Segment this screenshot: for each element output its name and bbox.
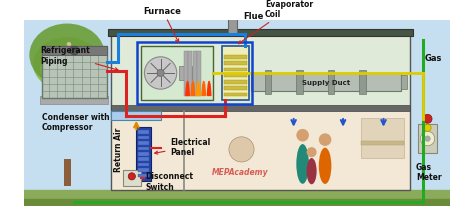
Polygon shape xyxy=(207,82,211,96)
Text: Supply Duct: Supply Duct xyxy=(302,80,351,85)
Ellipse shape xyxy=(40,49,94,89)
Bar xyxy=(138,158,149,161)
Polygon shape xyxy=(186,82,189,96)
Bar xyxy=(224,93,247,97)
Bar xyxy=(198,52,201,97)
Ellipse shape xyxy=(33,38,101,91)
Bar xyxy=(24,199,450,206)
Circle shape xyxy=(128,173,136,180)
Bar xyxy=(265,71,271,94)
Bar xyxy=(109,30,413,37)
Text: Electrical
Panel: Electrical Panel xyxy=(155,137,211,157)
Bar xyxy=(328,71,334,94)
Bar xyxy=(179,67,192,81)
Bar xyxy=(228,12,237,36)
Circle shape xyxy=(59,47,64,52)
Bar xyxy=(111,32,410,108)
Text: Gas: Gas xyxy=(425,54,442,63)
Bar xyxy=(224,87,247,91)
Bar xyxy=(64,159,71,186)
Bar xyxy=(193,52,197,97)
Bar xyxy=(224,62,247,66)
Text: MEPAcademy: MEPAcademy xyxy=(211,167,268,177)
Circle shape xyxy=(229,137,254,162)
Bar xyxy=(111,108,410,190)
Bar xyxy=(42,47,107,56)
Circle shape xyxy=(53,52,58,56)
Bar xyxy=(137,127,151,181)
Polygon shape xyxy=(191,82,195,96)
Bar xyxy=(138,147,149,151)
Text: Flue: Flue xyxy=(243,12,264,21)
Text: Gas
Meter: Gas Meter xyxy=(416,162,441,181)
Bar xyxy=(184,52,188,97)
Text: Disconnect
Switch: Disconnect Switch xyxy=(146,171,193,191)
Circle shape xyxy=(296,129,309,142)
Circle shape xyxy=(420,132,435,146)
Circle shape xyxy=(423,115,432,124)
Circle shape xyxy=(157,70,164,77)
Bar xyxy=(138,174,149,177)
Text: Return Air: Return Air xyxy=(114,127,123,171)
Bar xyxy=(296,71,302,94)
Ellipse shape xyxy=(29,25,105,87)
Bar xyxy=(224,68,247,72)
Text: Furnace: Furnace xyxy=(144,7,182,43)
Bar xyxy=(224,81,247,84)
Bar xyxy=(361,142,404,145)
Ellipse shape xyxy=(296,144,309,184)
Text: Refrigerant
Piping: Refrigerant Piping xyxy=(40,46,118,71)
Bar xyxy=(123,170,141,186)
Polygon shape xyxy=(202,82,206,96)
Bar xyxy=(361,118,404,159)
Bar xyxy=(141,47,213,101)
Bar xyxy=(137,43,252,104)
Bar xyxy=(138,152,149,156)
Circle shape xyxy=(319,134,331,146)
Bar xyxy=(401,75,407,90)
Bar xyxy=(189,52,192,97)
Bar xyxy=(251,74,401,91)
Bar xyxy=(111,111,161,120)
Circle shape xyxy=(76,56,80,61)
Circle shape xyxy=(71,50,76,54)
Circle shape xyxy=(70,47,79,56)
Bar xyxy=(138,142,149,145)
Bar xyxy=(42,47,107,99)
Circle shape xyxy=(307,147,317,157)
Ellipse shape xyxy=(307,158,317,184)
Bar xyxy=(359,71,365,94)
Bar xyxy=(138,131,149,135)
Circle shape xyxy=(145,57,177,90)
Bar xyxy=(222,47,249,101)
Bar xyxy=(138,169,149,172)
Text: Condenser with
Compressor: Condenser with Compressor xyxy=(42,112,109,131)
Text: Evaporator
Coil: Evaporator Coil xyxy=(238,0,313,44)
Bar xyxy=(40,97,109,104)
Bar xyxy=(111,106,410,111)
Bar xyxy=(224,10,241,15)
Bar xyxy=(418,125,438,153)
Circle shape xyxy=(424,125,431,132)
Bar xyxy=(24,190,450,206)
Polygon shape xyxy=(197,82,200,96)
Ellipse shape xyxy=(319,148,331,184)
Circle shape xyxy=(425,136,430,142)
Bar xyxy=(224,75,247,78)
Bar xyxy=(138,136,149,140)
Bar xyxy=(224,56,247,59)
Circle shape xyxy=(67,43,71,47)
Bar xyxy=(138,163,149,167)
